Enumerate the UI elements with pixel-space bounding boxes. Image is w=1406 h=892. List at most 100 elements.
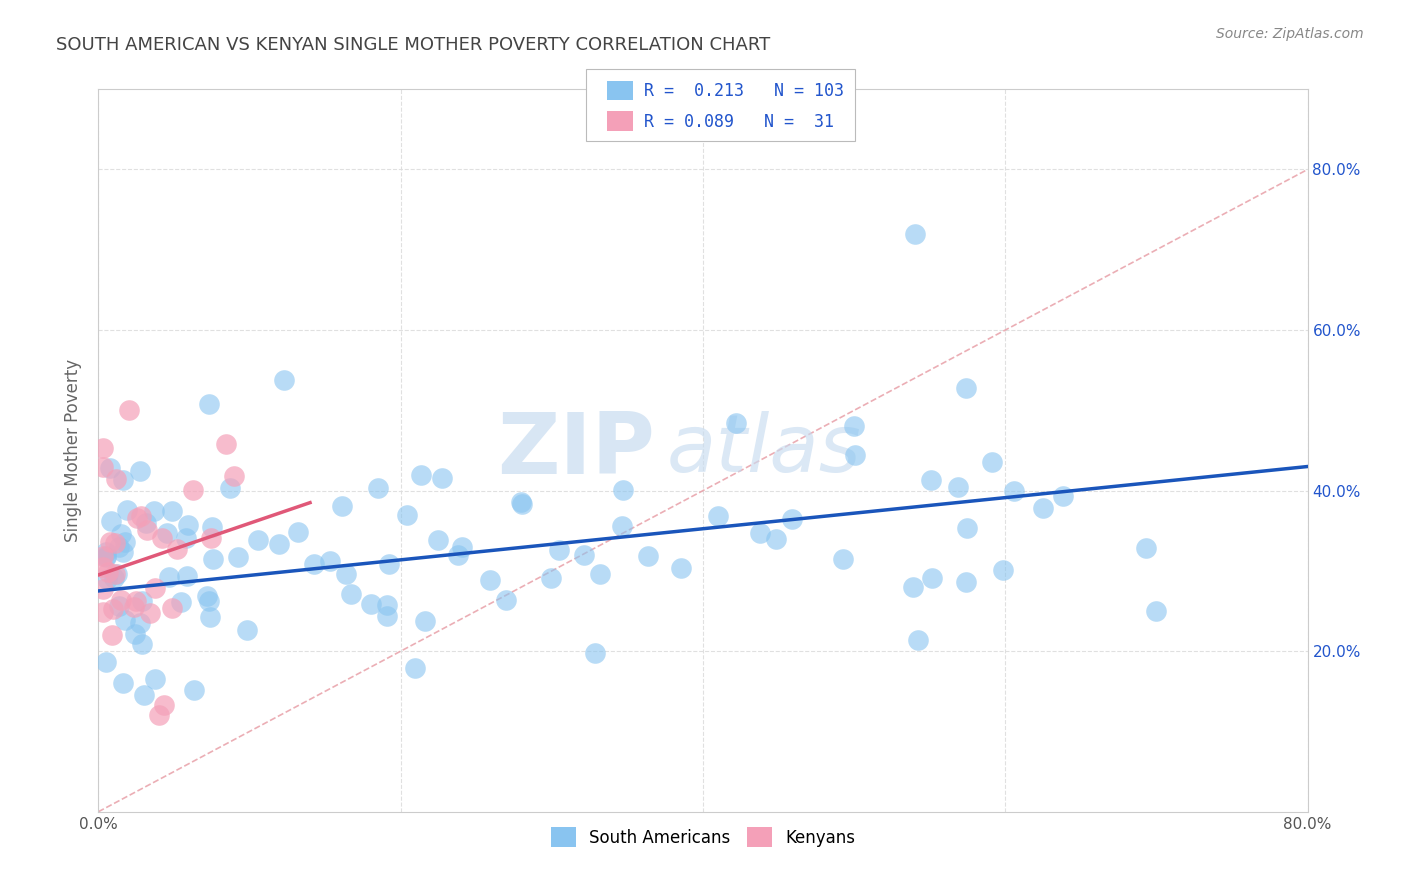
Point [395,508,418,523]
Point [131,594,153,608]
Point [110,593,132,607]
Point [1052,489,1074,503]
Text: R =  0.213   N = 103: R = 0.213 N = 103 [644,82,844,100]
Point [160,504,183,518]
Point [479,573,502,587]
Point [125,594,148,608]
Point [991,563,1014,577]
Point [304,557,326,571]
Point [610,519,633,533]
Point [921,571,943,585]
Point [110,527,132,541]
Point [218,481,240,495]
Point [114,613,136,627]
Point [104,535,127,549]
Point [177,517,200,532]
Point [1135,541,1157,556]
Point [166,541,188,556]
Point [904,227,927,241]
Point [411,468,433,483]
Point [94,545,117,559]
Point [170,595,193,609]
Point [100,515,122,529]
Point [451,540,474,554]
Point [287,524,309,539]
Point [509,495,531,509]
Text: atlas: atlas [666,411,862,490]
Point [432,470,454,484]
Point [901,580,924,594]
Point [780,512,803,526]
Point [135,523,157,537]
Point [114,535,136,549]
Point [226,550,249,565]
Point [108,599,131,613]
Point [510,497,533,511]
Point [215,437,238,451]
Point [1032,500,1054,515]
Point [572,548,595,562]
Y-axis label: Single Mother Poverty: Single Mother Poverty [65,359,83,542]
Point [181,483,204,497]
Point [131,508,153,523]
Point [495,592,517,607]
Point [907,632,929,647]
Point [201,552,224,566]
Point [246,533,269,547]
Point [94,655,117,669]
Point [139,607,162,621]
Point [589,566,612,581]
Point [160,600,183,615]
Point [135,516,157,531]
Point [124,627,146,641]
Point [122,600,145,615]
Point [156,525,179,540]
Point [981,455,1004,469]
Point [706,509,728,524]
Point [404,660,426,674]
Point [200,520,222,534]
Point [129,464,152,478]
Point [367,481,389,495]
Point [195,589,218,603]
Point [1144,604,1167,618]
Point [94,549,117,564]
Point [105,566,128,581]
Point [748,526,770,541]
Point [91,582,114,596]
Point [98,534,121,549]
Point [108,540,131,554]
Point [101,602,124,616]
Point [585,646,607,660]
Point [955,575,977,590]
Point [96,572,118,586]
Point [91,560,114,574]
Point [200,531,222,545]
Point [111,545,134,559]
Point [101,628,124,642]
Point [375,608,398,623]
Point [118,403,141,417]
Point [1002,484,1025,499]
Point [150,531,173,545]
Point [142,504,165,518]
Point [426,533,449,547]
Point [197,397,219,411]
Point [117,502,139,516]
Point [637,549,659,563]
Point [413,614,436,628]
Point [98,461,121,475]
Point [143,672,166,686]
Point [377,557,399,571]
Point [319,554,342,568]
Point [920,473,942,487]
Point [143,582,166,596]
Point [669,561,692,575]
Point [148,708,170,723]
Point [174,531,197,545]
Legend: South Americans, Kenyans: South Americans, Kenyans [544,821,862,854]
Point [273,373,295,387]
Point [360,598,382,612]
Point [547,542,569,557]
Point [198,610,221,624]
